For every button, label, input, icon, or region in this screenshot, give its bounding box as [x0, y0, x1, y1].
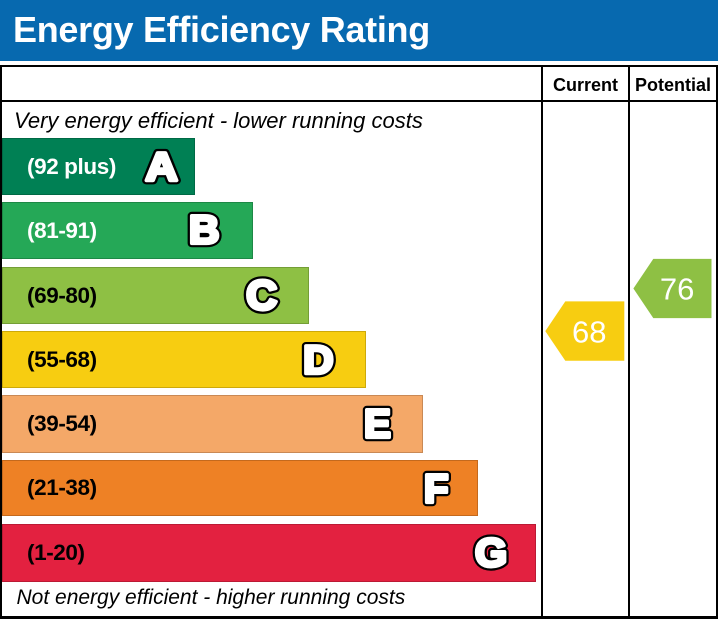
svg-text:76: 76 — [660, 272, 694, 307]
svg-text:68: 68 — [572, 314, 606, 349]
